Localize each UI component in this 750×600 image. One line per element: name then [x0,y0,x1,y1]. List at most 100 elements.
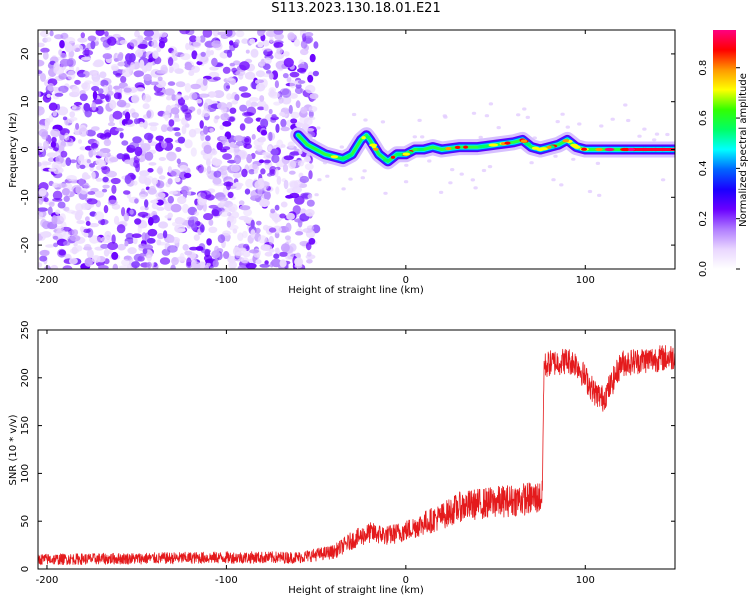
heatmap-cell [211,250,221,259]
ridge-hotspot [620,147,629,152]
heatmap-cell [111,251,119,260]
heatmap-cell [295,100,301,109]
heatmap-cell [48,102,58,111]
heatmap-cell [182,203,189,214]
heatmap-cell [161,140,167,149]
heatmap-cell [206,238,212,246]
heatmap-cell [131,94,140,104]
heatmap-cell [49,30,54,37]
heatmap-cell [69,111,76,118]
heatmap-cell [149,81,159,86]
heatmap-cell [99,71,107,79]
heatmap-cell [185,42,190,51]
heatmap-cell [179,164,188,171]
heatmap-cell [147,216,154,226]
heatmap-cell [123,190,131,195]
heatmap-cell [553,154,558,158]
y-tick-label: -20 [20,237,31,253]
heatmap-cell [57,106,69,116]
heatmap-cell [282,163,289,173]
heatmap-cell [244,117,254,124]
heatmap-cell [289,181,299,190]
y-tick-label: -10 [20,189,31,205]
heatmap-cell [124,240,129,247]
heatmap-cell [235,251,244,256]
heatmap-cell [260,168,266,175]
heatmap-cell [137,211,149,218]
heatmap-cell [287,141,295,149]
heatmap-cell [91,102,97,111]
heatmap-cell [226,49,233,58]
heatmap-cell [100,79,109,87]
heatmap-cell [383,191,388,195]
heatmap-cell [166,95,172,101]
heatmap-cell [191,50,198,60]
heatmap-cell [55,209,61,215]
heatmap-cell [209,128,214,133]
heatmap-cell [448,181,453,185]
heatmap-cell [171,222,178,227]
heatmap-cell [144,36,153,41]
heatmap-cell [63,195,70,202]
heatmap-cell [420,135,425,139]
heatmap-cell [124,119,133,125]
heatmap-cell [293,38,300,47]
heatmap-cell [47,83,55,92]
heatmap-cell [297,63,306,69]
heatmap-cell [73,242,78,247]
heatmap-cell [101,188,108,193]
heatmap-cell [174,217,184,225]
heatmap-cell [242,250,251,258]
colorbar-tick-label: 0.8 [698,60,709,76]
heatmap-cell [294,257,304,267]
ridge-hotspot [347,153,353,157]
heatmap-cell [91,171,96,180]
heatmap-cell [325,174,330,178]
heatmap-cell [208,219,214,226]
heatmap-cell [139,206,146,211]
heatmap-cell [209,66,219,71]
heatmap-cell [360,176,365,180]
heatmap-cell [124,159,132,165]
heatmap-cell [193,127,201,134]
heatmap-cell [259,263,271,268]
heatmap-cell [258,60,266,67]
heatmap-cell [234,39,240,45]
y-tick-label: 50 [20,515,31,528]
heatmap-cell [245,178,255,188]
ridge-hotspot [562,139,570,143]
heatmap-cell [157,76,163,82]
heatmap-cell [52,110,57,117]
heatmap-cell [199,120,204,129]
heatmap-cell [78,127,88,137]
heatmap-cell [54,92,64,97]
heatmap-cell [196,108,202,115]
heatmap-cell [282,73,289,79]
heatmap-cell [203,125,209,135]
ridge-hotspot [536,147,545,152]
x-tick-label: -200 [36,575,59,586]
heatmap-cell [200,248,211,254]
spectrogram-x-ticks: -200 -100 0 100 [36,30,595,286]
heatmap-cell [269,36,274,44]
heatmap-cell [38,124,46,130]
heatmap-cell [348,177,353,181]
heatmap-cell [286,78,291,83]
heatmap-cell [226,93,233,100]
heatmap-cell [82,49,94,56]
heatmap-cell [96,105,104,115]
heatmap-cell [248,97,259,102]
heatmap-cell [246,153,253,164]
heatmap-cell [133,180,138,186]
heatmap-cell [79,93,88,102]
heatmap-cell [158,157,167,161]
heatmap-cell [96,132,105,139]
heatmap-cell [288,160,297,170]
heatmap-cell [268,248,275,253]
heatmap-cell [138,243,147,249]
heatmap-cell [83,228,91,233]
heatmap-cell [199,35,206,43]
heatmap-cell [642,127,647,131]
heatmap-cell [341,187,346,191]
heatmap-cell [204,258,214,264]
